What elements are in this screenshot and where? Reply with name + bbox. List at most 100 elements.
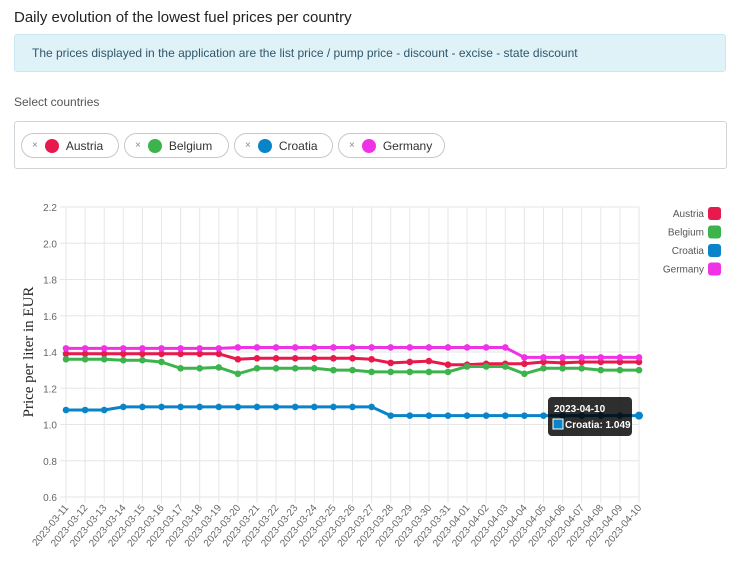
- data-point[interactable]: [521, 354, 528, 361]
- data-point[interactable]: [463, 363, 471, 370]
- data-point[interactable]: [406, 368, 414, 376]
- data-point[interactable]: [463, 344, 471, 351]
- data-point[interactable]: [311, 355, 318, 362]
- data-point[interactable]: [139, 403, 146, 411]
- data-point[interactable]: [482, 360, 490, 368]
- data-point[interactable]: [177, 350, 184, 358]
- data-point[interactable]: [387, 368, 395, 376]
- data-point[interactable]: [215, 403, 223, 411]
- data-point[interactable]: [521, 370, 528, 378]
- data-point[interactable]: [597, 412, 605, 419]
- data-point[interactable]: [540, 354, 547, 361]
- data-point[interactable]: [215, 350, 223, 358]
- data-point[interactable]: [291, 365, 299, 372]
- data-point[interactable]: [578, 365, 585, 372]
- legend-swatch[interactable]: [708, 207, 721, 220]
- data-point[interactable]: [139, 350, 146, 358]
- data-point[interactable]: [330, 403, 337, 411]
- data-point[interactable]: [368, 403, 375, 411]
- data-point[interactable]: [349, 355, 356, 362]
- data-point[interactable]: [139, 356, 146, 364]
- data-point[interactable]: [81, 355, 89, 363]
- data-point[interactable]: [368, 368, 375, 376]
- data-point[interactable]: [578, 358, 585, 366]
- data-point[interactable]: [349, 344, 356, 351]
- data-point[interactable]: [482, 412, 490, 419]
- data-point[interactable]: [62, 350, 70, 358]
- legend-swatch[interactable]: [708, 244, 721, 257]
- data-point[interactable]: [62, 355, 70, 363]
- data-point[interactable]: [559, 354, 566, 361]
- data-point[interactable]: [139, 345, 146, 352]
- data-point[interactable]: [597, 358, 605, 366]
- data-point[interactable]: [502, 363, 509, 370]
- remove-germany-icon[interactable]: ×: [349, 140, 355, 151]
- data-point[interactable]: [540, 412, 547, 419]
- data-point[interactable]: [482, 344, 490, 351]
- data-point[interactable]: [120, 350, 127, 358]
- data-point[interactable]: [81, 406, 89, 414]
- data-point[interactable]: [330, 355, 337, 362]
- data-point[interactable]: [253, 344, 261, 351]
- data-point[interactable]: [158, 358, 165, 366]
- data-point[interactable]: [406, 412, 414, 419]
- data-point[interactable]: [215, 345, 223, 352]
- data-point[interactable]: [559, 412, 566, 419]
- data-point[interactable]: [177, 403, 184, 411]
- data-point[interactable]: [387, 344, 395, 351]
- data-point[interactable]: [62, 406, 70, 414]
- data-point[interactable]: [291, 355, 299, 362]
- data-point[interactable]: [635, 354, 643, 361]
- remove-croatia-icon[interactable]: ×: [245, 140, 251, 151]
- data-point[interactable]: [100, 350, 108, 358]
- hovered-data-point[interactable]: [635, 411, 643, 420]
- data-point[interactable]: [425, 357, 433, 365]
- data-point[interactable]: [559, 365, 566, 372]
- data-point[interactable]: [444, 368, 452, 376]
- data-point[interactable]: [616, 354, 624, 361]
- data-point[interactable]: [597, 354, 605, 361]
- data-point[interactable]: [463, 361, 471, 368]
- data-point[interactable]: [635, 412, 643, 419]
- data-point[interactable]: [387, 412, 395, 419]
- data-point[interactable]: [311, 344, 318, 351]
- data-point[interactable]: [215, 364, 223, 371]
- data-point[interactable]: [444, 344, 452, 351]
- data-point[interactable]: [330, 344, 337, 351]
- data-point[interactable]: [272, 365, 280, 372]
- data-point[interactable]: [463, 412, 471, 419]
- data-point[interactable]: [597, 366, 605, 374]
- remove-austria-icon[interactable]: ×: [32, 140, 38, 151]
- data-point[interactable]: [425, 412, 433, 419]
- data-point[interactable]: [81, 345, 89, 352]
- data-point[interactable]: [406, 344, 414, 351]
- data-point[interactable]: [521, 412, 528, 419]
- data-point[interactable]: [349, 366, 356, 374]
- data-point[interactable]: [196, 365, 203, 372]
- data-point[interactable]: [578, 412, 585, 419]
- data-point[interactable]: [311, 365, 318, 372]
- data-point[interactable]: [387, 359, 395, 367]
- data-point[interactable]: [635, 358, 643, 366]
- data-point[interactable]: [100, 355, 108, 363]
- data-point[interactable]: [196, 403, 203, 411]
- data-point[interactable]: [234, 355, 242, 363]
- data-point[interactable]: [120, 345, 127, 352]
- data-point[interactable]: [616, 412, 624, 419]
- data-point[interactable]: [253, 403, 261, 411]
- data-point[interactable]: [196, 345, 203, 352]
- data-point[interactable]: [158, 350, 165, 358]
- data-point[interactable]: [368, 355, 375, 363]
- data-point[interactable]: [521, 360, 528, 368]
- data-point[interactable]: [62, 345, 70, 352]
- data-point[interactable]: [253, 365, 261, 372]
- legend-swatch[interactable]: [708, 262, 721, 276]
- data-point[interactable]: [311, 403, 318, 411]
- data-point[interactable]: [158, 403, 165, 411]
- data-point[interactable]: [177, 365, 184, 372]
- data-point[interactable]: [272, 403, 280, 411]
- data-point[interactable]: [502, 412, 509, 419]
- data-point[interactable]: [234, 344, 242, 351]
- data-point[interactable]: [234, 370, 242, 378]
